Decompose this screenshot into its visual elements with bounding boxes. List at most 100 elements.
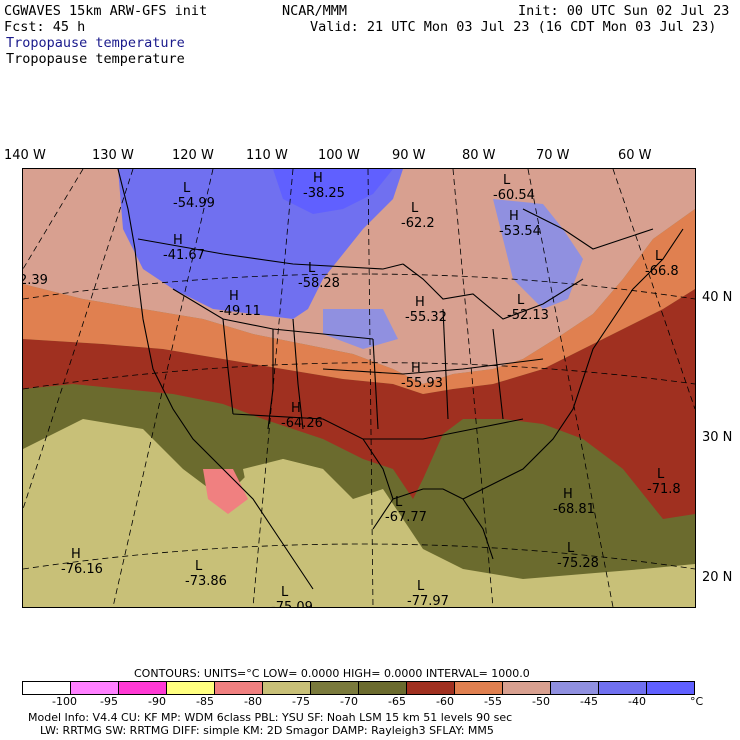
extremum-letter: L: [183, 181, 191, 196]
organization: NCAR/MMM: [282, 3, 348, 19]
extremum-letter: H: [229, 289, 239, 304]
extremum-letter: H: [173, 233, 183, 248]
high-label: H -41.67: [163, 233, 205, 263]
legend-tick-label: -70: [340, 695, 358, 708]
extremum-value: -77.97: [407, 594, 449, 608]
map-panel: L -54.99 H -38.25 L -60.54 L -62.2 H -53.54 H -41.6…: [22, 168, 696, 608]
extremum-value: -55.32: [405, 310, 447, 325]
legend-unit: °C: [690, 695, 704, 708]
low-label: L -58.28: [298, 261, 340, 291]
extremum-letter: L: [308, 261, 316, 276]
extremum-value: -64.26: [281, 416, 323, 431]
lat-label: 40 N: [702, 290, 733, 305]
lat-label: 30 N: [702, 430, 733, 445]
legend-swatch: [406, 681, 455, 695]
legend-swatch: [118, 681, 167, 695]
init-time: Init: 00 UTC Sun 02 Jul 23: [518, 3, 730, 19]
lon-label: 120 W: [172, 148, 214, 163]
extremum-value: -58.28: [298, 276, 340, 291]
extremum-letter: H: [71, 547, 81, 562]
extremum-value: -38.25: [303, 186, 345, 201]
extremum-value: 2.39: [23, 273, 48, 288]
extremum-letter: H: [509, 209, 519, 224]
high-label: H -38.25: [303, 171, 345, 201]
legend-swatch: [550, 681, 599, 695]
valid-time: Valid: 21 UTC Mon 03 Jul 23 (16 CDT Mon …: [310, 19, 717, 35]
extremum-value: -71.8: [647, 482, 681, 497]
legend-swatch: [646, 681, 695, 695]
extremum-value: -52.13: [507, 308, 549, 323]
extremum-letter: L: [517, 293, 525, 308]
extremum-letter: L: [195, 559, 203, 574]
legend-tick-label: -60: [436, 695, 454, 708]
legend-tick-label: -80: [244, 695, 262, 708]
high-label: H -55.93: [401, 361, 443, 391]
legend-swatch: [22, 681, 71, 695]
extremum-value: -53.54: [499, 224, 541, 239]
extremum-value: -75.09: [271, 600, 313, 608]
shade-minus-60-band: [23, 209, 695, 394]
field-title-shaded: Tropopause temperature: [6, 35, 185, 51]
high-label: H -49.11: [219, 289, 261, 319]
extremum-letter: H: [313, 171, 323, 186]
low-label: L -66.8: [645, 249, 679, 279]
extremum-value: -67.77: [385, 510, 427, 525]
legend-tick-label: -65: [388, 695, 406, 708]
legend-tick-label: -55: [484, 695, 502, 708]
extremum-letter: L: [503, 173, 511, 188]
lon-label: 100 W: [318, 148, 360, 163]
legend-swatch: [70, 681, 119, 695]
extremum-value: -55.93: [401, 376, 443, 391]
legend-swatch: [214, 681, 263, 695]
political-boundaries: [117, 169, 684, 590]
high-label: H -55.32: [405, 295, 447, 325]
extremum-value: -75.28: [557, 556, 599, 571]
shade-minus-80-patch: [203, 469, 248, 514]
low-label: L -62.2: [401, 201, 435, 231]
legend-swatch: [454, 681, 503, 695]
lon-label: 90 W: [392, 148, 426, 163]
legend-tick-label: -100: [52, 695, 77, 708]
high-label: H -64.26: [281, 401, 323, 431]
extremum-letter: H: [291, 401, 301, 416]
legend-tick-label: -40: [628, 695, 646, 708]
legend-swatch: [166, 681, 215, 695]
shade-minus-40-band: [273, 169, 393, 214]
legend-swatch: [598, 681, 647, 695]
extremum-value: -62.2: [401, 216, 435, 231]
extremum-letter: H: [563, 487, 573, 502]
shade-minus-50-band: [493, 199, 583, 309]
low-label: L -60.54: [493, 173, 535, 203]
extremum-letter: L: [417, 579, 425, 594]
legend-swatch: [310, 681, 359, 695]
low-label: L -54.99: [173, 181, 215, 211]
low-label: L -52.13: [507, 293, 549, 323]
extremum-value: -60.54: [493, 188, 535, 203]
model-info-line2: LW: RRTMG SW: RRTMG DIFF: simple KM: 2D …: [40, 724, 494, 737]
extremum-value: -41.67: [163, 248, 205, 263]
legend-tick-label: -95: [100, 695, 118, 708]
extremum-value: -54.99: [173, 196, 215, 211]
lon-label: 70 W: [536, 148, 570, 163]
extremum-letter: L: [395, 495, 403, 510]
extremum-value: -76.16: [61, 562, 103, 577]
low-label: L -73.86: [185, 559, 227, 589]
low-label: L -75.28: [557, 541, 599, 571]
legend-tick-label: -90: [148, 695, 166, 708]
low-label: L -75.09: [271, 585, 313, 608]
shade-minus-75-band: [23, 419, 695, 607]
lon-label: 130 W: [92, 148, 134, 163]
lon-label: 140 W: [4, 148, 46, 163]
legend-swatch: [262, 681, 311, 695]
lon-label: 110 W: [246, 148, 288, 163]
high-label: H -76.16: [61, 547, 103, 577]
low-label: L -67.77: [385, 495, 427, 525]
low-label: L -77.97: [407, 579, 449, 608]
low-label: L -71.8: [647, 467, 681, 497]
extremum-value: -49.11: [219, 304, 261, 319]
field-title-contour: Tropopause temperature: [6, 51, 185, 67]
legend-swatch: [358, 681, 407, 695]
lon-label: 80 W: [462, 148, 496, 163]
shade-minus-65-band: [23, 289, 695, 519]
legend-swatch: [502, 681, 551, 695]
